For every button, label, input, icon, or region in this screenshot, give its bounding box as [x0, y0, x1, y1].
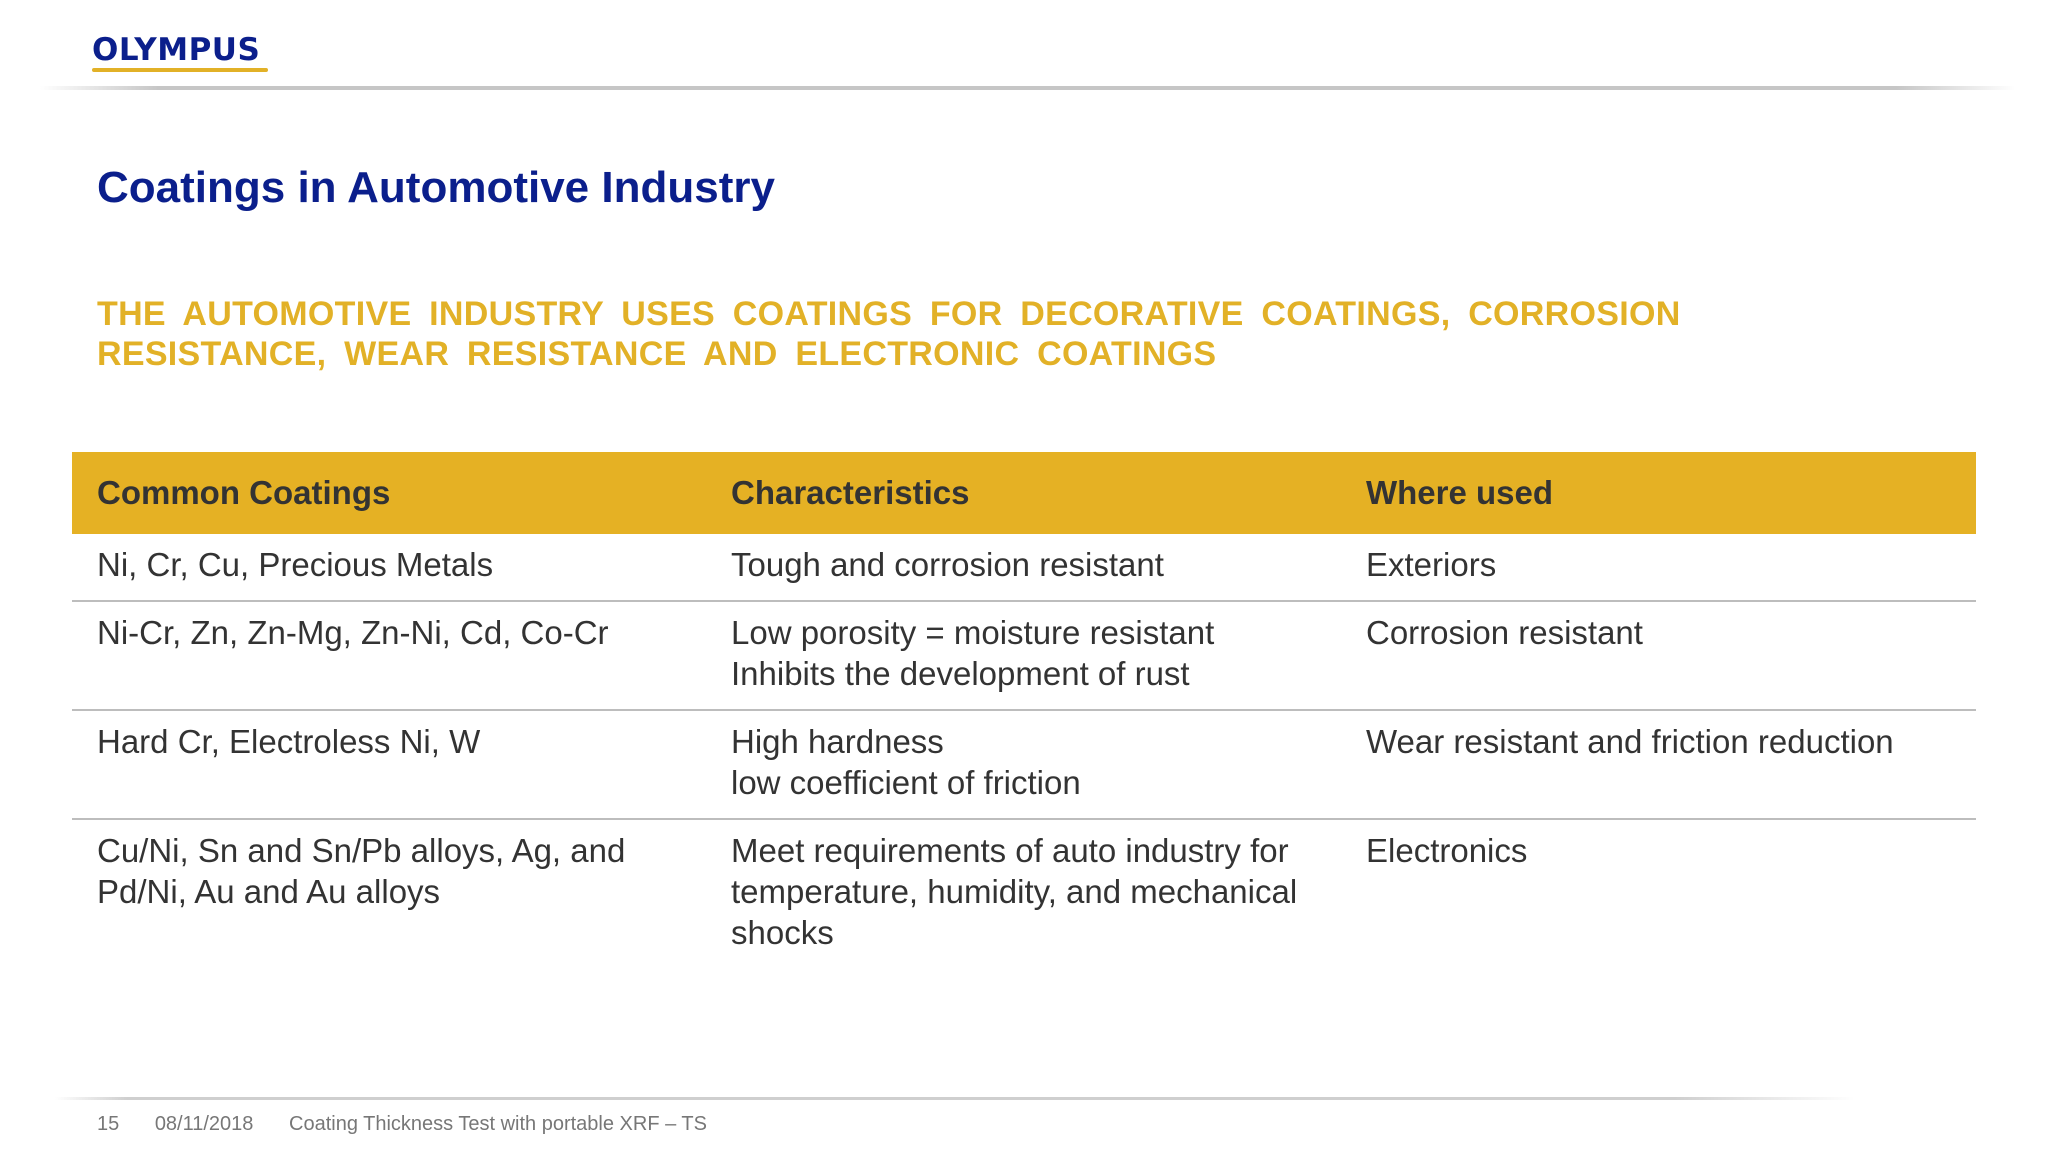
cell-text: shocks [731, 914, 834, 951]
table-header-row: Common Coatings Characteristics Where us… [72, 452, 1976, 534]
logo-text: OLYMPUS [92, 32, 261, 68]
footer-date: 08/11/2018 [154, 1113, 254, 1135]
cell-text: Meet requirements of auto industry for [731, 832, 1289, 869]
cell-text: Wear resistant and friction reduction [1366, 723, 1894, 760]
olympus-logo: OLYMPUS [92, 34, 272, 72]
logo-underline [92, 68, 268, 72]
cell-text: Electronics [1366, 832, 1528, 869]
bottom-divider [55, 1097, 1855, 1100]
slide-subtitle: THE AUTOMOTIVE INDUSTRY USES COATINGS FO… [97, 295, 1681, 373]
cell-text: low coefficient of friction [731, 764, 1081, 801]
slide-footer: 15 08/11/2018 Coating Thickness Test wit… [97, 1113, 737, 1136]
cell-characteristics: High hardness low coefficient of frictio… [706, 710, 1341, 820]
cell-text: Cu/Ni, Sn and Sn/Pb alloys, Ag, and [97, 832, 626, 869]
cell-characteristics: Tough and corrosion resistant [706, 534, 1341, 602]
cell-text: Ni-Cr, Zn, Zn-Mg, Zn-Ni, Cd, Co-Cr [97, 614, 609, 651]
page-number: 15 [97, 1113, 120, 1135]
cell-coatings: Ni-Cr, Zn, Zn-Mg, Zn-Ni, Cd, Co-Cr [72, 601, 706, 711]
column-header-common-coatings: Common Coatings [72, 452, 706, 534]
cell-characteristics: Meet requirements of auto industry for t… [706, 819, 1341, 968]
cell-coatings: Ni, Cr, Cu, Precious Metals [72, 534, 706, 602]
cell-text: temperature, humidity, and mechanical [731, 873, 1298, 910]
cell-text: High hardness [731, 723, 944, 760]
cell-text: Pd/Ni, Au and Au alloys [97, 873, 441, 910]
column-header-characteristics: Characteristics [706, 452, 1341, 534]
cell-text: Exteriors [1366, 546, 1497, 583]
top-divider [40, 86, 2015, 90]
table-row: Hard Cr, Electroless Ni, W High hardness… [72, 710, 1976, 820]
cell-text: Tough and corrosion resistant [731, 546, 1164, 583]
table-row: Cu/Ni, Sn and Sn/Pb alloys, Ag, and Pd/N… [72, 819, 1976, 968]
slide-title: Coatings in Automotive Industry [97, 163, 775, 212]
cell-where-used: Corrosion resistant [1341, 601, 1976, 711]
cell-where-used: Wear resistant and friction reduction [1341, 710, 1976, 820]
column-header-where-used: Where used [1341, 452, 1976, 534]
cell-where-used: Electronics [1341, 819, 1976, 968]
cell-text: Ni, Cr, Cu, Precious Metals [97, 546, 494, 583]
table-row: Ni, Cr, Cu, Precious Metals Tough and co… [72, 534, 1976, 602]
cell-coatings: Hard Cr, Electroless Ni, W [72, 710, 706, 820]
cell-where-used: Exteriors [1341, 534, 1976, 602]
cell-characteristics: Low porosity = moisture resistant Inhibi… [706, 601, 1341, 711]
cell-text: Low porosity = moisture resistant [731, 614, 1215, 651]
coatings-table: Common Coatings Characteristics Where us… [72, 452, 1976, 968]
cell-text: Corrosion resistant [1366, 614, 1643, 651]
cell-text: Inhibits the development of rust [731, 655, 1190, 692]
cell-coatings: Cu/Ni, Sn and Sn/Pb alloys, Ag, and Pd/N… [72, 819, 706, 968]
table-row: Ni-Cr, Zn, Zn-Mg, Zn-Ni, Cd, Co-Cr Low p… [72, 601, 1976, 711]
cell-text: Hard Cr, Electroless Ni, W [97, 723, 481, 760]
footer-document-title: Coating Thickness Test with portable XRF… [289, 1113, 707, 1135]
